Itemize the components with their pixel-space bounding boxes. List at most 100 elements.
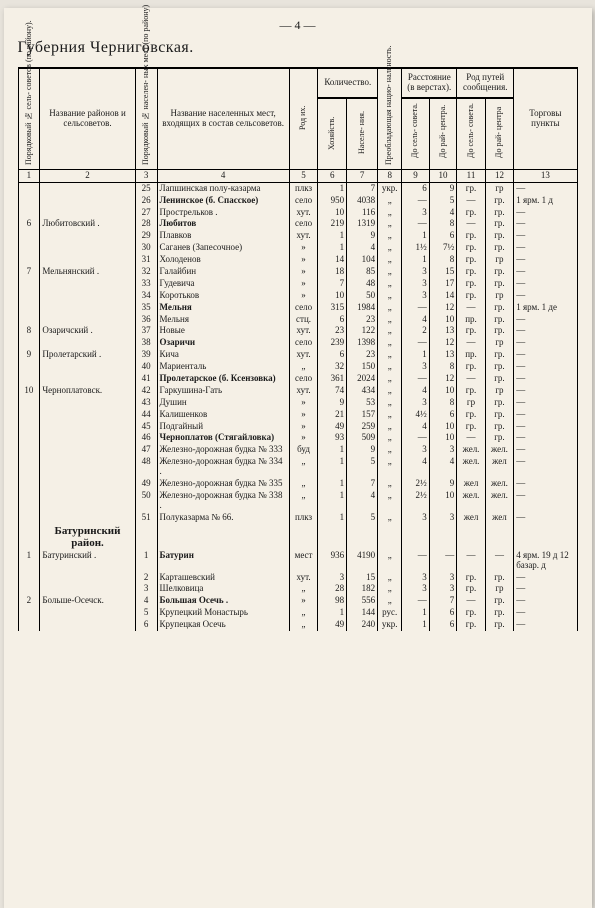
cell-c11: — xyxy=(457,337,485,349)
cell-c7: 4038 xyxy=(347,195,378,207)
cell-c3: 42 xyxy=(135,385,157,397)
table-row: 2Больше-Осечск.4Большая Осечь .»98556„—7… xyxy=(18,595,577,607)
cell-c12: жел xyxy=(485,456,513,478)
cell-c5: » xyxy=(289,242,318,254)
table-header: Порядковый № сель- советов (по району). … xyxy=(18,68,577,182)
cell-c2 xyxy=(40,512,135,524)
cell-c9: 3 xyxy=(402,207,430,219)
cell-c3: 26 xyxy=(135,195,157,207)
cell-c5: » xyxy=(289,595,318,607)
cell-c1 xyxy=(18,290,40,302)
cell-c9: 3 xyxy=(402,397,430,409)
col-3-header: Порядковый № населен- ных мест (по район… xyxy=(142,70,151,165)
cell-c11: жел xyxy=(457,512,485,524)
cell-c5: плкз xyxy=(289,182,318,194)
cell-c5: „ xyxy=(289,361,318,373)
cell-c8: „ xyxy=(378,266,402,278)
cell-c13: — xyxy=(514,325,577,337)
cell-c4: Коротьков xyxy=(157,290,289,302)
cell-c13: — xyxy=(514,607,577,619)
cell-c11: гр. xyxy=(457,182,485,194)
cell-c3: 41 xyxy=(135,373,157,385)
cell-c5: буд xyxy=(289,444,318,456)
cell-c6: 6 xyxy=(318,314,347,326)
cell-c9: — xyxy=(402,373,430,385)
cell-c13: — xyxy=(514,583,577,595)
cell-c3: 25 xyxy=(135,182,157,194)
cell-c1: 1 xyxy=(18,550,40,572)
cell-c2: Батуринский . xyxy=(40,550,135,572)
cell-c3: 39 xyxy=(135,349,157,361)
cell-c5: » xyxy=(289,421,318,433)
cell-c6: 1 xyxy=(318,456,347,478)
cell-c8: „ xyxy=(378,218,402,230)
cell-c13: — xyxy=(514,278,577,290)
cell-c8: „ xyxy=(378,397,402,409)
cell-c6: 1 xyxy=(318,444,347,456)
cell-c1 xyxy=(18,373,40,385)
cell-c12: гр. xyxy=(485,195,513,207)
cell-c9: 2½ xyxy=(402,490,430,512)
cell-c5: мест xyxy=(289,550,318,572)
cell-c6: 936 xyxy=(318,550,347,572)
cell-c1 xyxy=(18,478,40,490)
cell-c1: 9 xyxy=(18,349,40,361)
cell-c7: 434 xyxy=(347,385,378,397)
cell-c2 xyxy=(40,254,135,266)
cell-c4: Лапшинская полу-казарма xyxy=(157,182,289,194)
col-4-header: Название населенных мест, входящих в сос… xyxy=(157,68,289,169)
cell-c6: 1 xyxy=(318,512,347,524)
cell-c1 xyxy=(18,230,40,242)
cell-c11: гр. xyxy=(457,361,485,373)
cell-c8: „ xyxy=(378,278,402,290)
cell-c6: 3 xyxy=(318,572,347,584)
cell-c11: — xyxy=(457,595,485,607)
cell-c9: 1 xyxy=(402,254,430,266)
cell-c11: жел. xyxy=(457,490,485,512)
cell-c6: 74 xyxy=(318,385,347,397)
cell-c13: 1 ярм. 1 де xyxy=(514,302,577,314)
cell-c4: Душин xyxy=(157,397,289,409)
cell-c3: 43 xyxy=(135,397,157,409)
cell-c10: 10 xyxy=(429,421,457,433)
cell-c1 xyxy=(18,207,40,219)
cell-c12: гр. xyxy=(485,207,513,219)
cell-c2 xyxy=(40,337,135,349)
cell-c7: 7 xyxy=(347,182,378,194)
cell-c11: гр xyxy=(457,397,485,409)
cell-c10: 9 xyxy=(429,478,457,490)
cell-c9: 3 xyxy=(402,278,430,290)
cell-c3: 40 xyxy=(135,361,157,373)
table-row: 49Железно-дорожная будка № 335„17„2½9жел… xyxy=(18,478,577,490)
cell-c13: 1 ярм. 1 д xyxy=(514,195,577,207)
cell-c7: 122 xyxy=(347,325,378,337)
cell-c1 xyxy=(18,302,40,314)
cell-c2 xyxy=(40,444,135,456)
cell-c3: 44 xyxy=(135,409,157,421)
cell-c6: 1 xyxy=(318,478,347,490)
cell-c9: 6 xyxy=(402,182,430,194)
page: — 4 — Губерния Черниговская. Порядковый … xyxy=(4,8,592,908)
cell-c13: — xyxy=(514,182,577,194)
col-12-header: До рай- центра xyxy=(495,108,504,158)
cell-c12: гр. xyxy=(485,409,513,421)
cell-c5: » xyxy=(289,278,318,290)
cell-c8: укр. xyxy=(378,182,402,194)
cell-c4: Мариенталь xyxy=(157,361,289,373)
cell-c11: жел xyxy=(457,478,485,490)
cell-c8: рус. xyxy=(378,607,402,619)
table-row: 6Любитовский .28Любитовсело2191319„—8—гр… xyxy=(18,218,577,230)
cell-c9: 4½ xyxy=(402,409,430,421)
table-row: 9Пролетарский .39Кичахут.623„113пр.гр.— xyxy=(18,349,577,361)
cell-c2 xyxy=(40,583,135,595)
cell-c5: » xyxy=(289,266,318,278)
cell-c6: 239 xyxy=(318,337,347,349)
cell-c2 xyxy=(40,182,135,194)
cell-c10: 12 xyxy=(429,373,457,385)
cell-c9: — xyxy=(402,195,430,207)
cell-c6: 49 xyxy=(318,421,347,433)
table-row: 31Холоденов»14104„18гр.гр— xyxy=(18,254,577,266)
cell-c12: гр. xyxy=(485,607,513,619)
table-row: 10Черноплатовск.42Гаркушина-Гатьхут.7443… xyxy=(18,385,577,397)
col-1-header: Порядковый № сель- советов (по району). xyxy=(25,70,34,165)
